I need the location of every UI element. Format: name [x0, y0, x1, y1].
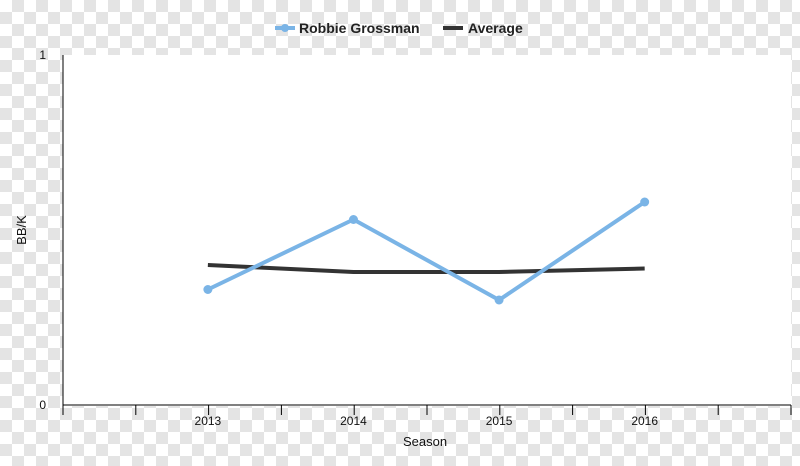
series-line-0[interactable] [207, 200, 646, 302]
data-point[interactable] [494, 295, 504, 305]
legend-label-1: Average [468, 20, 523, 36]
y-axis-title: BB/K [14, 215, 29, 245]
x-tick-label: 2013 [195, 414, 222, 428]
series-layer [203, 197, 650, 305]
data-point[interactable] [640, 197, 650, 207]
plot-area [63, 55, 791, 406]
y-tick-label-max: 1 [39, 48, 46, 62]
data-point[interactable] [203, 285, 213, 294]
legend-label-0: Robbie Grossman [299, 20, 420, 36]
legend: Robbie Grossman Average [275, 20, 523, 36]
y-tick-label-min: 0 [39, 398, 46, 412]
x-tick-label: 2016 [631, 414, 658, 428]
legend-marker-0 [281, 24, 289, 32]
x-tick-label: 2015 [486, 414, 513, 428]
x-ticks: 2013 2014 2015 2016 [62, 405, 792, 428]
legend-item-1[interactable]: Average [443, 20, 523, 36]
legend-item-0[interactable]: Robbie Grossman [275, 20, 420, 36]
series-line-1[interactable] [207, 263, 645, 274]
x-tick-label: 2014 [340, 414, 367, 428]
data-point[interactable] [348, 215, 358, 224]
x-axis-title: Season [403, 434, 447, 449]
